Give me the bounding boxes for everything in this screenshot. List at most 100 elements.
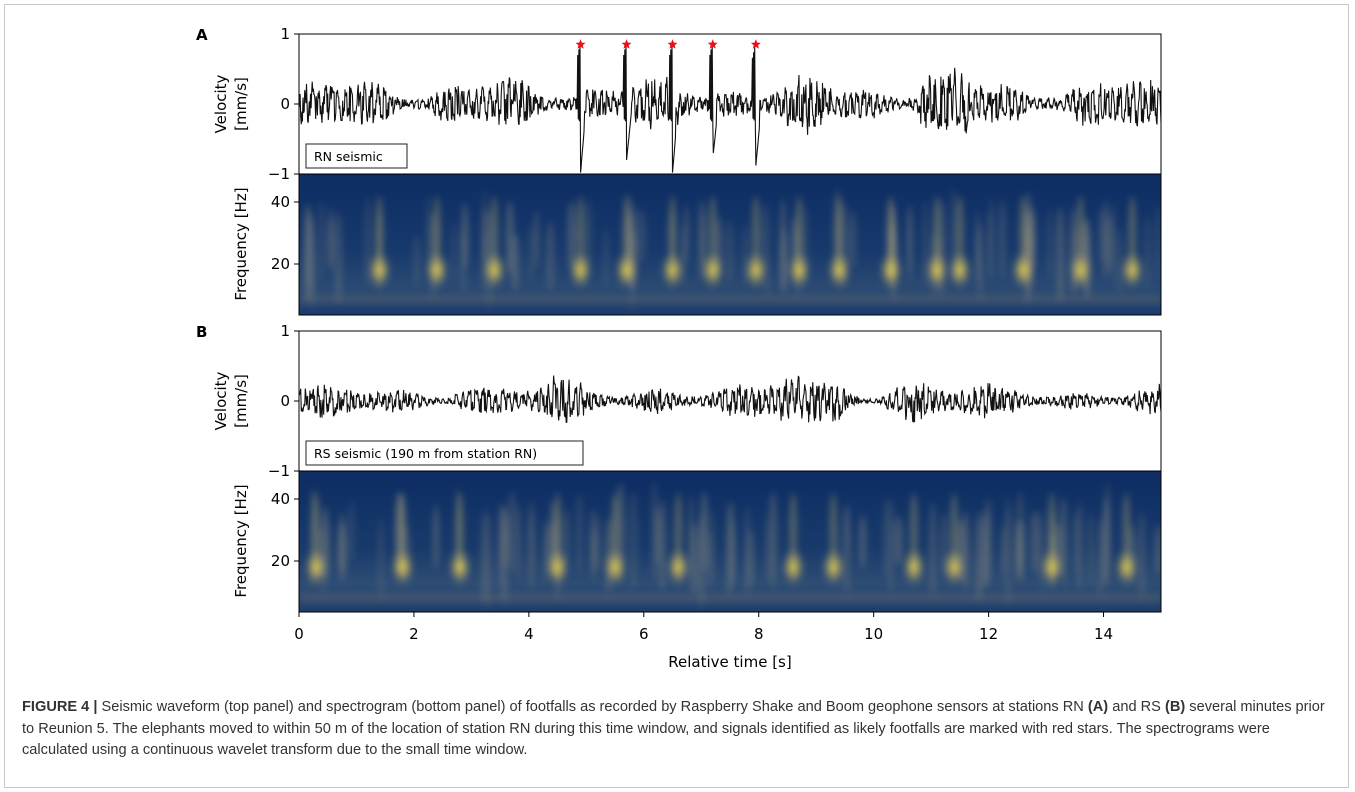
spectrogram-b-hotspot-tail-12: [1122, 493, 1131, 569]
waveform-b-axes: 1 0 −1 Velocity [mm/s] RS seismic (190 m f…: [212, 322, 1162, 480]
spectrogram-b-hotspot-tail-3: [455, 493, 464, 569]
spectrogram-a-streak: [977, 221, 984, 304]
footfall-star-2: [621, 39, 632, 49]
spectrogram-a-streak: [413, 234, 421, 287]
spectrogram-a-streak: [333, 212, 343, 305]
spectrogram-b-streak: [483, 511, 493, 607]
waveform-a-legend-box: [305, 143, 408, 169]
spectrogram-b-streak: [888, 498, 894, 594]
spectrogram-a-axes: 40 20 Frequency [Hz]: [232, 173, 1162, 316]
waveform-b-ytick-label--1: −1: [268, 462, 290, 480]
spectrogram-b-hotspot-tail-6: [674, 493, 683, 569]
spectrogram-a-hotspot-tail-15: [1076, 196, 1085, 272]
spectrogram-a-streak: [603, 228, 609, 288]
spectrogram-b-streak: [710, 508, 716, 582]
waveform-b-ytick-label-1: 1: [280, 322, 290, 340]
footfall-star-4: [707, 39, 718, 49]
spectrogram-a-streak: [764, 204, 771, 299]
spectrogram-b-streak: [974, 511, 984, 602]
waveform-a-axes: 1 0 −1 Velocity [mm/s] RN seismic: [212, 25, 1162, 183]
spectrogram-b-streak: [929, 502, 937, 596]
x-tick-label-12: 12: [979, 625, 998, 643]
spectrogram-b-streak: [1153, 525, 1158, 577]
spectrogram-a-hotspot-tail-2: [432, 196, 441, 272]
caption-text-1: Seismic waveform (top panel) and spectro…: [97, 699, 1088, 715]
spectrogram-a-hotspot-tail-10: [835, 196, 844, 272]
spectrogram-a-streak: [566, 201, 576, 271]
waveform-b-ylabel: Velocity: [212, 371, 230, 430]
spectrogram-b-low-band: [299, 593, 1161, 603]
spectrogram-b-streak: [348, 501, 355, 562]
x-tick-label-4: 4: [524, 625, 534, 643]
waveform-a-ytick-label-1: 1: [280, 25, 290, 43]
x-tick-label-0: 0: [294, 625, 304, 643]
spectrogram-b-streak: [516, 504, 522, 581]
spectrogram-b-streak: [337, 512, 346, 573]
spectrogram-b-streak: [767, 492, 777, 586]
spectrogram-b-streak: [1015, 491, 1025, 574]
spectrogram-b-streak: [744, 506, 751, 597]
spectrogram-b-streak: [689, 522, 699, 595]
spectrogram-b-streak: [1070, 512, 1079, 575]
caption-text-2: and RS: [1108, 699, 1165, 715]
spectrogram-a-streak: [303, 203, 313, 302]
x-tick-label-8: 8: [754, 625, 764, 643]
spectrogram-a-streak: [1155, 206, 1161, 280]
spectrogram-b-streak: [725, 502, 734, 596]
caption-ref-b: (B): [1164, 699, 1186, 715]
caption-ref-a: (A): [1087, 699, 1109, 715]
figure-frame: [4, 4, 1349, 788]
spectrogram-b-streak: [1003, 508, 1013, 606]
spectrogram-a-hotspot-tail-5: [622, 196, 631, 272]
waveform-b-ylabel-unit: [mm/s]: [232, 374, 250, 428]
waveform-b-ytick-label-0: 0: [280, 392, 290, 410]
spectrogram-a-hotspot-tail-8: [751, 196, 760, 272]
spectrogram-a-streak: [998, 200, 1007, 280]
spectrogram-a-ylabel: Frequency [Hz]: [232, 187, 250, 300]
waveform-b-trace: [299, 375, 1161, 424]
spectrogram-b-streak: [883, 498, 890, 579]
spectrogram-a-streak: [1045, 208, 1054, 279]
waveform-b-legend-box: [305, 440, 584, 466]
spectrogram-a-streak: [848, 210, 857, 268]
spectrogram-b-streak: [731, 522, 736, 583]
footfall-markers: [575, 39, 761, 49]
waveform-a-ylabel: Velocity: [212, 74, 230, 133]
spectrogram-a-hotspot-tail-3: [490, 196, 499, 272]
spectrogram-a-streak: [584, 200, 593, 269]
waveform-a-trace: [299, 43, 1161, 173]
x-axis-label: Relative time [s]: [668, 653, 791, 671]
spectrogram-b-streak: [893, 515, 904, 567]
spectrogram-b-streak: [377, 518, 385, 600]
spectrogram-a-streak: [1144, 215, 1151, 291]
spectrogram-a-streak: [545, 221, 556, 291]
footfall-star-5: [750, 39, 761, 49]
spectrogram-b-streak: [845, 503, 850, 562]
footfall-star-1: [575, 39, 586, 49]
spectrogram-b-hotspot-tail-9: [909, 493, 918, 569]
spectrogram-a-hotspot-tail-1: [375, 196, 384, 272]
spectrogram-b-streak: [1096, 518, 1105, 596]
waveform-a-ytick-label-0: 0: [280, 95, 290, 113]
x-tick-label-2: 2: [409, 625, 419, 643]
spectrogram-b-streak: [657, 500, 667, 591]
spectrogram-b-streak: [526, 501, 536, 590]
spectrogram-a-hotspot-tail-12: [932, 196, 941, 272]
spectrogram-b-streak: [507, 490, 517, 574]
waveform-b-legend: RS seismic (190 m from station RN): [314, 446, 537, 461]
panel-a-label: A: [196, 26, 208, 44]
spectrogram-a-ftick-label-20: 20: [271, 255, 290, 273]
spectrogram-b-streak: [655, 506, 661, 566]
spectrogram-b-streak: [1029, 510, 1038, 572]
spectrogram-a-hotspot-tail-16: [1128, 196, 1137, 272]
spectrogram-a-hotspot-tail-14: [1019, 196, 1028, 272]
spectrogram-b-streak: [1088, 511, 1093, 588]
spectrogram-b-streak: [595, 517, 603, 572]
spectrogram-a-streak: [779, 228, 789, 293]
spectrogram-a-streak: [534, 210, 539, 269]
figure-4: A B 10−1 Velocity [mm/s] RN seismic 4020…: [196, 25, 1162, 671]
waveform-a-ylabel-unit: [mm/s]: [232, 77, 250, 131]
x-tick-label-14: 14: [1094, 625, 1113, 643]
spectrogram-a-streak: [906, 207, 914, 285]
spectrogram-a-streak: [450, 221, 457, 284]
